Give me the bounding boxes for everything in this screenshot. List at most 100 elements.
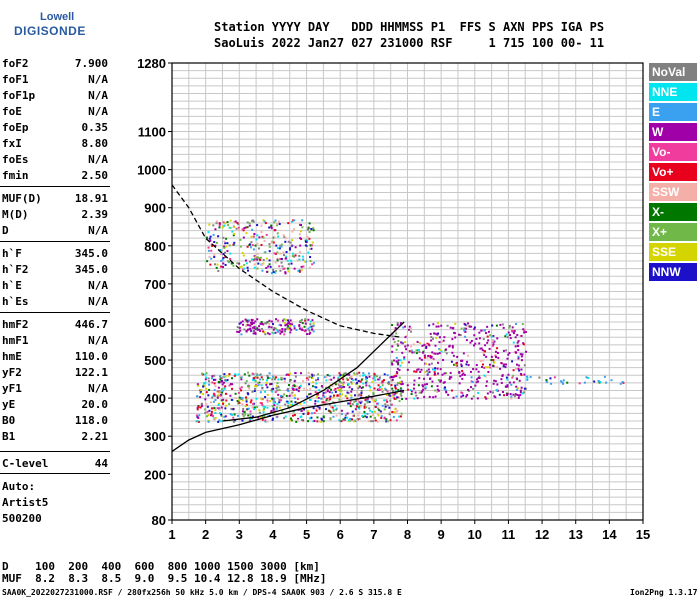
echo-point [200,388,203,391]
profile-curve [222,321,405,422]
echo-point [240,265,243,268]
echo-point [359,402,362,405]
y-tick-label: 300 [144,429,166,444]
echo-point [274,318,277,321]
echo-point [255,397,258,400]
echo-point [213,417,216,420]
y-tick-label: 1100 [138,125,166,140]
y-tick-label: 700 [144,277,166,292]
auto-line3: 500200 [2,512,42,525]
echo-point [409,388,412,391]
echo-point [452,396,455,399]
echo-point [393,396,396,399]
echo-point [279,269,282,272]
param-label: B0 [2,414,16,427]
echo-point [495,356,498,359]
echo-point [329,417,332,420]
echo-point [315,409,318,412]
echo-point [465,363,468,366]
echo-point [363,403,366,406]
echo-point [210,243,213,246]
echo-point [400,380,403,383]
echo-point [429,377,432,380]
echo-point [619,382,622,385]
echo-point [501,391,504,394]
echo-point [304,318,307,321]
echo-point [306,395,309,398]
echo-point [261,418,264,421]
echo-point [305,245,308,248]
echo-point [332,408,335,411]
echo-point [248,260,251,263]
echo-point [240,333,243,336]
echo-point [196,420,199,423]
echo-point [217,420,220,423]
echo-point [268,319,271,322]
echo-point [364,415,367,418]
echo-point [449,371,452,374]
echo-point [256,318,259,321]
echo-point [396,383,399,386]
echo-point [290,259,293,262]
echo-point [384,403,387,406]
echo-point [437,361,440,364]
echo-point [478,337,481,340]
echo-point [374,406,377,409]
echo-point [477,391,480,394]
echo-point [210,410,213,413]
echo-point [345,377,348,380]
echo-point [351,388,354,391]
echo-point [229,226,232,229]
echo-point [360,394,363,397]
echo-point [322,415,325,418]
distance-row: D 100 200 400 600 800 1000 1500 3000 [km… [2,560,320,573]
echo-point [210,257,213,260]
echo-point [262,323,265,326]
echo-point [285,257,288,260]
echo-point [222,376,225,379]
echo-point [307,371,310,374]
echo-point [252,332,255,335]
echo-point [229,252,232,255]
echo-point [470,380,473,383]
echo-point [268,226,271,229]
echo-point [258,328,261,331]
echo-point [465,395,468,398]
echo-point [428,344,431,347]
echo-point [505,385,508,388]
echo-point [237,373,240,376]
echo-point [232,416,235,419]
echo-point [450,376,453,379]
echo-point [213,240,216,243]
echo-point [355,418,358,421]
echo-point [208,223,211,226]
echo-point [502,365,505,368]
echo-point [284,403,287,406]
echo-point [261,263,264,266]
echo-point [266,270,269,273]
echo-point [352,420,355,423]
echo-point [496,352,499,355]
echo-point [453,363,456,366]
echo-point [332,401,335,404]
echo-point [434,332,437,335]
echo-point [509,337,512,340]
echo-point [435,374,438,377]
echo-point [270,241,273,244]
echo-point [523,373,526,376]
echo-point [213,407,216,410]
echo-point [212,224,215,227]
echo-point [437,372,440,375]
echo-point [451,338,454,341]
echo-point [519,391,522,394]
echo-point [292,384,295,387]
echo-point [262,262,265,265]
echo-point [212,378,215,381]
echo-point [349,400,352,403]
echo-point [492,358,495,361]
echo-point [350,375,353,378]
echo-point [314,402,317,405]
echo-point [273,221,276,224]
echo-point [434,395,437,398]
echo-point [518,379,521,382]
